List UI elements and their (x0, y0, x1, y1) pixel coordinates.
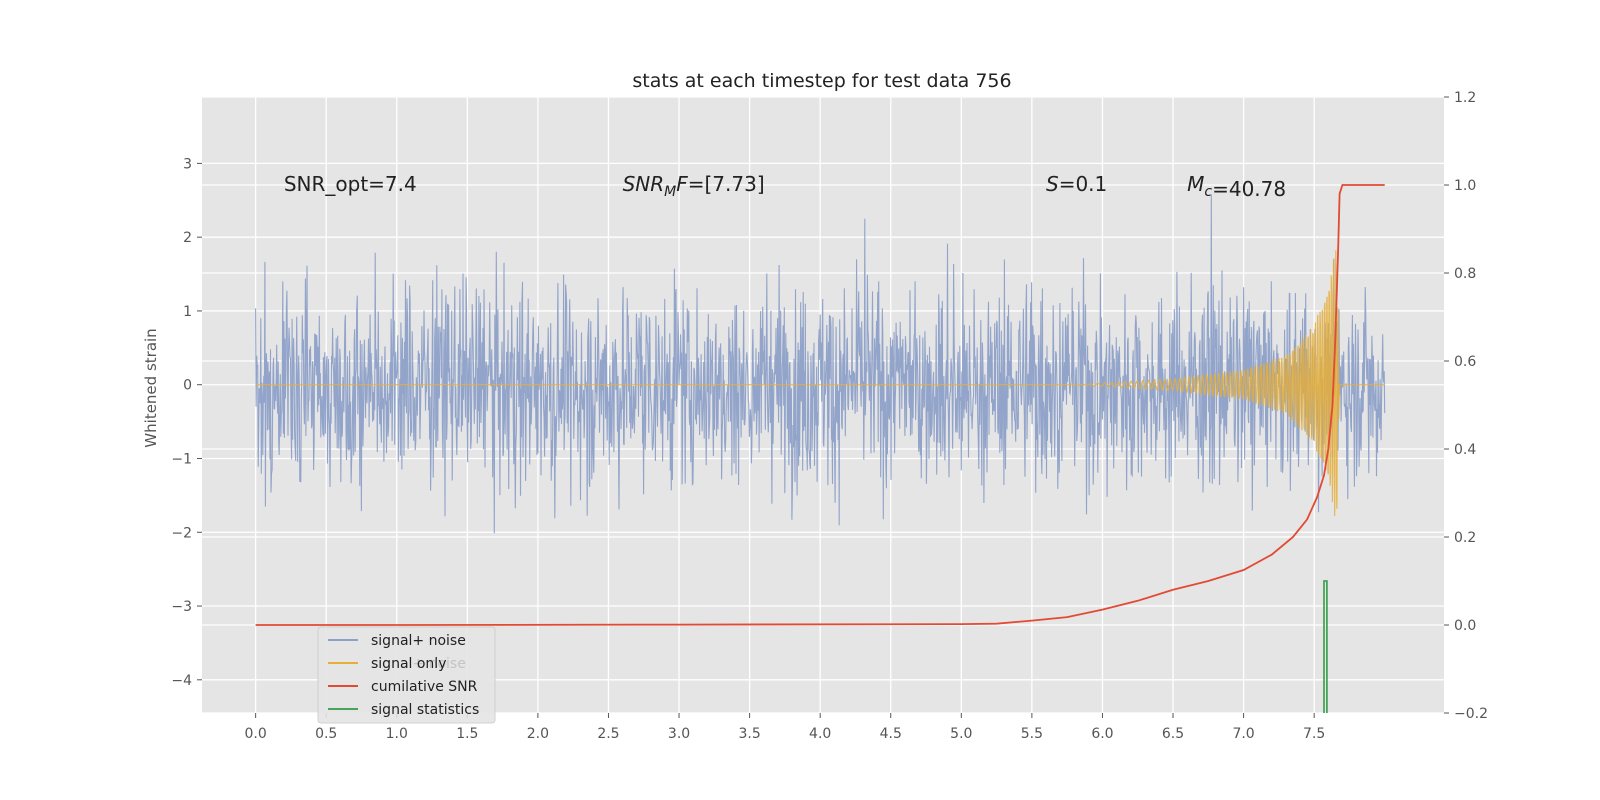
series-cumilative-snr (255, 184, 1385, 626)
x-tick-label: 4.5 (880, 726, 902, 742)
y-tick-label: −4 (171, 673, 192, 689)
x-tick-label: 6.0 (1091, 726, 1113, 742)
x-tick-label: 1.5 (456, 726, 478, 742)
x-tick-label: 0.5 (315, 726, 337, 742)
x-tick-label: 4.0 (809, 726, 831, 742)
legend-label: signal only (371, 656, 446, 672)
y-tick-label: −3 (171, 599, 192, 615)
signal-statistics-line (1323, 580, 1328, 713)
y2-tick-label: 0.0 (1454, 618, 1476, 634)
x-tick-label: 5.5 (1021, 726, 1043, 742)
x-tick-label: 6.5 (1162, 726, 1184, 742)
x-tick-label: 1.0 (386, 726, 408, 742)
y-tick-label: 2 (183, 230, 192, 246)
y2-tick-label: 0.8 (1454, 266, 1476, 282)
annotation: S=0.1 (1046, 172, 1107, 196)
y-axis-label: Whitened strain (142, 328, 160, 447)
y-axis-right: −0.2 0.0 0.2 0.4 0.6 0.8 1.0 1.2 (1444, 90, 1488, 722)
x-tick-label: 2.5 (597, 726, 619, 742)
y-tick-label: 3 (183, 156, 192, 172)
y-tick-label: −1 (171, 451, 192, 467)
signal-line (255, 250, 1385, 516)
legend-label: signal statistics (371, 702, 479, 718)
y-axis-left: −4 −3 −2 −1 0 1 2 3 (171, 156, 202, 689)
chart-title: stats at each timestep for test data 756 (632, 70, 1011, 92)
y2-tick-label: 0.6 (1454, 354, 1476, 370)
cumilative-snr-line (255, 184, 1385, 626)
series-signal-only (255, 250, 1385, 516)
y2-tick-label: 0.4 (1454, 442, 1476, 458)
x-tick-label: 2.0 (527, 726, 549, 742)
y-tick-label: 1 (183, 304, 192, 320)
y-tick-label: 0 (183, 378, 192, 394)
x-tick-label: 5.0 (950, 726, 972, 742)
legend-label: cumilative SNR (371, 679, 478, 695)
y2-tick-label: −0.2 (1454, 706, 1488, 722)
legend-label: signal+ noise (371, 633, 466, 649)
x-tick-label: 7.5 (1303, 726, 1325, 742)
x-tick-label: 3.5 (738, 726, 760, 742)
annotations: SNR_opt=7.4 SNRMF=[7.73] S=0.1 Mc=40.78 (284, 172, 1286, 201)
y2-tick-label: 1.0 (1454, 178, 1476, 194)
legend-ghost-text: signal+ noise (371, 656, 466, 672)
y2-tick-label: 1.2 (1454, 90, 1476, 106)
y-tick-label: −2 (171, 525, 192, 541)
annotation: SNR_opt=7.4 (284, 172, 417, 196)
y2-tick-label: 0.2 (1454, 530, 1476, 546)
x-tick-label: 7.0 (1232, 726, 1254, 742)
annotation: Mc=40.78 (1187, 172, 1286, 201)
x-tick-label: 0.0 (244, 726, 266, 742)
annotation: SNRMF=[7.73] (623, 172, 765, 200)
legend-box (317, 626, 496, 724)
x-tick-label: 3.0 (668, 726, 690, 742)
series-signal-statistics (1323, 580, 1328, 713)
x-axis: 0.0 0.5 1.0 1.5 2.0 2.5 3.0 3.5 4.0 4.5 5.0 5.5 6.0 6… (244, 713, 1325, 742)
